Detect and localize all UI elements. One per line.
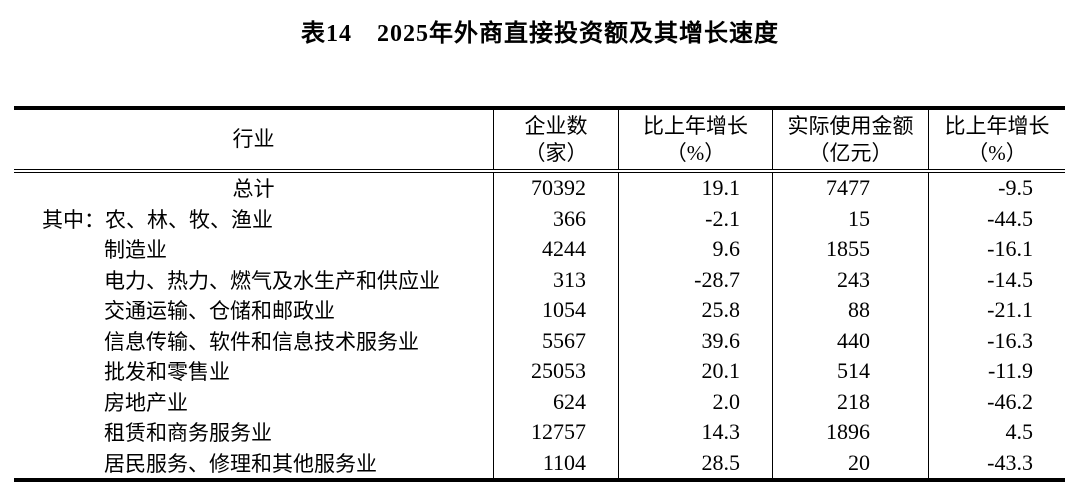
growth-amount-cell: -11.9	[928, 356, 1065, 387]
amount-used-cell: 88	[772, 295, 928, 326]
table-title: 表14 2025年外商直接投资额及其增长速度	[301, 21, 779, 47]
amount-used-cell: 15	[772, 203, 928, 234]
table-row: 居民服务、修理和其他服务业 1104 28.5 20 -43.3	[14, 447, 1065, 479]
growth-amount-cell: -21.1	[928, 295, 1065, 326]
enterprises-cell: 366	[493, 203, 618, 234]
header-line: （家）	[524, 140, 588, 165]
growth-enterprises-cell: 9.6	[618, 234, 772, 265]
industry-name: 制造业	[104, 238, 167, 263]
industry-cell: 租赁和商务服务业	[14, 417, 493, 448]
industry-prefix: 其中：	[42, 207, 105, 232]
enterprises-cell: 12757	[493, 417, 618, 448]
growth-enterprises-cell: 19.1	[618, 173, 772, 204]
amount-used-cell: 1855	[772, 234, 928, 265]
growth-amount-cell: -43.3	[928, 447, 1065, 478]
table-top-rule	[14, 106, 1065, 110]
industry-cell: 其中： 农、林、牧、渔业	[14, 204, 493, 235]
industry-name: 农、林、牧、渔业	[105, 207, 273, 232]
table-row: 其中： 农、林、牧、渔业 366 -2.1 15 -44.5	[14, 203, 1065, 235]
industry-cell: 交通运输、仓储和邮政业	[14, 295, 493, 326]
enterprises-cell: 25053	[493, 356, 618, 387]
industry-name: 租赁和商务服务业	[104, 421, 272, 446]
growth-amount-cell: -44.5	[928, 203, 1065, 234]
growth-enterprises-cell: 2.0	[618, 386, 772, 417]
column-header-growth-enterprises: 比上年增长 （%）	[618, 110, 772, 169]
enterprises-cell: 624	[493, 386, 618, 417]
table-header-row: 行业 企业数 （家） 比上年增长 （%） 实际使用金额 （亿元） 比上年增长 （…	[14, 110, 1065, 169]
enterprises-cell: 70392	[493, 173, 618, 204]
industry-name: 房地产业	[104, 390, 188, 415]
growth-enterprises-cell: -28.7	[618, 264, 772, 295]
header-line: 行业	[232, 127, 275, 151]
growth-enterprises-cell: 25.8	[618, 295, 772, 326]
industry-cell: 批发和零售业	[14, 356, 493, 387]
growth-amount-cell: -9.5	[928, 173, 1065, 204]
amount-used-cell: 20	[772, 447, 928, 478]
header-double-rule	[14, 169, 1065, 173]
column-header-enterprises: 企业数 （家）	[493, 110, 618, 169]
growth-amount-cell: -14.5	[928, 264, 1065, 295]
table-row: 制造业 4244 9.6 1855 -16.1	[14, 234, 1065, 265]
table-row: 租赁和商务服务业 12757 14.3 1896 4.5	[14, 417, 1065, 448]
enterprises-cell: 4244	[493, 234, 618, 265]
header-line: 比上年增长	[944, 113, 1050, 138]
growth-amount-cell: 4.5	[928, 417, 1065, 448]
amount-used-cell: 514	[772, 356, 928, 387]
amount-used-cell: 440	[772, 325, 928, 356]
column-header-industry: 行业	[14, 110, 493, 169]
growth-enterprises-cell: 28.5	[618, 447, 772, 478]
table-body: 总计 70392 19.1 7477 -9.5 其中： 农、林、牧、渔业 366 -2.1 15-…	[14, 173, 1065, 478]
industry-cell: 房地产业	[14, 387, 493, 418]
table-row: 批发和零售业 25053 20.1 514 -11.9	[14, 356, 1065, 387]
enterprises-cell: 1054	[493, 295, 618, 326]
industry-cell: 制造业	[14, 234, 493, 265]
growth-amount-cell: -16.1	[928, 234, 1065, 265]
enterprises-cell: 1104	[493, 447, 618, 478]
column-header-amount-used: 实际使用金额 （亿元）	[772, 110, 928, 169]
header-line: （亿元）	[808, 140, 893, 165]
growth-amount-cell: -16.3	[928, 325, 1065, 356]
growth-amount-cell: -46.2	[928, 386, 1065, 417]
industry-name: 电力、热力、燃气及水生产和供应业	[104, 268, 440, 293]
table-row: 电力、热力、燃气及水生产和供应业 313 -28.7 243 -14.5	[14, 264, 1065, 296]
industry-name: 信息传输、软件和信息技术服务业	[104, 329, 419, 354]
enterprises-cell: 5567	[493, 325, 618, 356]
growth-enterprises-cell: 39.6	[618, 325, 772, 356]
amount-used-cell: 7477	[772, 173, 928, 204]
industry-cell: 电力、热力、燃气及水生产和供应业	[14, 265, 493, 296]
table-bottom-rule	[14, 478, 1065, 482]
header-line: 企业数	[524, 113, 588, 138]
table-row: 交通运输、仓储和邮政业 1054 25.8 88 -21.1	[14, 295, 1065, 326]
industry-name: 批发和零售业	[104, 360, 230, 385]
industry-name: 居民服务、修理和其他服务业	[104, 451, 377, 476]
table-row: 房地产业 624 2.0 218 -46.2	[14, 386, 1065, 418]
enterprises-cell: 313	[493, 264, 618, 295]
growth-enterprises-cell: 20.1	[618, 356, 772, 387]
amount-used-cell: 1896	[772, 417, 928, 448]
growth-enterprises-cell: 14.3	[618, 417, 772, 448]
industry-cell: 信息传输、软件和信息技术服务业	[14, 326, 493, 357]
amount-used-cell: 243	[772, 264, 928, 295]
table-row: 总计 70392 19.1 7477 -9.5	[14, 173, 1065, 204]
fdi-table: 行业 企业数 （家） 比上年增长 （%） 实际使用金额 （亿元） 比上年增长 （…	[14, 106, 1065, 482]
column-header-growth-amount: 比上年增长 （%）	[928, 110, 1065, 169]
header-line: 比上年增长	[643, 113, 748, 138]
growth-enterprises-cell: -2.1	[618, 203, 772, 234]
table-row: 信息传输、软件和信息技术服务业 5567 39.6 440 -16.3	[14, 325, 1065, 357]
header-line: （%）	[665, 140, 726, 165]
industry-cell: 居民服务、修理和其他服务业	[14, 448, 493, 479]
header-line: 实际使用金额	[787, 113, 914, 138]
header-line: （%）	[967, 140, 1027, 165]
amount-used-cell: 218	[772, 386, 928, 417]
industry-cell: 总计	[232, 177, 275, 202]
industry-name: 交通运输、仓储和邮政业	[104, 299, 335, 324]
